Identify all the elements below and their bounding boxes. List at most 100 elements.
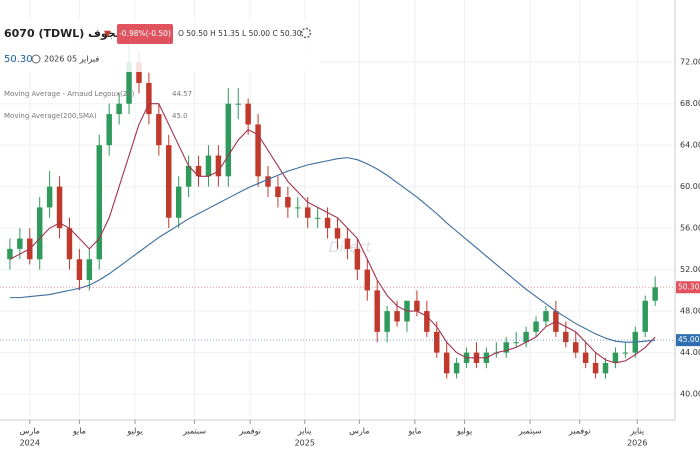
y-tick-label: 52.00: [680, 265, 700, 274]
settings-icon[interactable]: [300, 27, 312, 39]
x-tick-label: نوفمبر: [238, 427, 261, 436]
candle-body: [304, 207, 311, 218]
price-tag-label: 45.00: [678, 335, 700, 344]
symbol-title: 6070 (TDWL) الجوف: [4, 27, 124, 40]
candle-body: [245, 103, 251, 125]
year-label: 2026: [627, 439, 647, 448]
x-tick-label: يناير: [297, 427, 312, 436]
axes: 40.00 44.00 48.00 52.00 56.00 60.00 64.00 68.00…: [0, 58, 700, 448]
candle-body: [7, 248, 13, 260]
candle-body: [314, 217, 321, 219]
x-tick-label: مارس: [20, 427, 40, 436]
candle-body: [215, 155, 222, 177]
candle-body: [354, 248, 361, 270]
y-tick-label: 60.00: [680, 182, 700, 191]
y-tick-label: 64.00: [680, 141, 700, 150]
candle-body: [46, 186, 53, 208]
candle-body: [374, 290, 380, 332]
candle-body: [364, 269, 371, 291]
candle-body: [275, 186, 281, 198]
candle-body: [146, 82, 152, 115]
candle-body: [205, 155, 212, 177]
candle-body: [592, 362, 599, 374]
legend: Moving Average - Arnaud Legoux(21) 44.57 M…: [4, 90, 192, 120]
candle-body: [563, 331, 569, 343]
year-label: 2024: [20, 439, 40, 448]
candle-body: [434, 331, 440, 353]
candle-body: [344, 238, 351, 249]
candle-body: [195, 165, 202, 177]
y-tick-label: 44.00: [680, 348, 700, 357]
candle-body: [156, 114, 162, 146]
candle-body: [334, 228, 341, 239]
candle-body: [116, 103, 122, 115]
candle-body: [513, 342, 519, 344]
candle-body: [66, 228, 73, 260]
change: -0.98%(-0.50): [119, 29, 171, 38]
year-label: 2025: [295, 439, 315, 448]
candle-body: [175, 186, 182, 218]
candle-body: [582, 352, 589, 363]
candle-body: [622, 352, 629, 354]
y-tick-label: 68.00: [680, 99, 700, 108]
candle-body: [602, 362, 609, 374]
date: فبراير 05 2026: [44, 55, 99, 64]
candle-body: [76, 259, 83, 280]
candle-body: [295, 207, 301, 209]
candle-body: [612, 352, 619, 363]
y-tick-label: 72.00: [680, 58, 700, 67]
candle-body: [56, 186, 63, 229]
x-tick-label: سبتمبر: [518, 427, 542, 436]
plot: [7, 36, 658, 379]
candle-body: [285, 197, 291, 208]
y-tick-label: 40.00: [680, 390, 700, 399]
x-tick-label: يوليو: [456, 427, 472, 436]
moving-average-line: [9, 103, 656, 364]
x-tick-label: يوليو: [126, 427, 142, 436]
x-tick-label: مايو: [407, 427, 421, 436]
price-tag: [676, 281, 700, 294]
candle-body: [414, 300, 420, 312]
change-box: [117, 24, 173, 44]
candle-body: [185, 165, 192, 187]
candle-body: [136, 62, 142, 83]
candle-body: [384, 311, 390, 332]
candle-body: [96, 145, 102, 260]
price-tag: [676, 334, 700, 347]
candle-body: [642, 300, 648, 332]
candle-body: [573, 342, 579, 353]
x-tick-label: سبتمبر: [182, 427, 206, 436]
candle-body: [443, 352, 450, 374]
candle-body: [453, 362, 460, 374]
candle-body: [106, 114, 112, 146]
candle-body: [36, 207, 43, 260]
x-tick-label: مارس: [349, 427, 369, 436]
candle-body: [235, 103, 241, 105]
candle-body: [225, 103, 232, 177]
candle-body: [255, 124, 261, 177]
candle-body: [533, 321, 539, 332]
legend-value: 45.0: [172, 112, 188, 120]
down-arrow: ▼: [104, 30, 111, 40]
moving-average-line: [9, 157, 656, 343]
candle-body: [324, 217, 331, 229]
legend-entry: Moving Average(200,SMA): [4, 112, 97, 120]
candle-body: [424, 311, 430, 332]
candle-body: [543, 311, 549, 322]
candle-body: [166, 145, 172, 218]
price-tag-label: 50.30: [678, 282, 700, 291]
x-tick-label: يناير: [629, 427, 644, 436]
candle-body: [503, 342, 509, 353]
legend-value: 44.57: [172, 90, 192, 98]
candle-body: [265, 176, 271, 187]
candle-body: [86, 259, 93, 280]
ohlc: O 50.50 H 51.35 L 50.00 C 50.30: [178, 29, 302, 38]
x-tick-label: نوفمبر: [568, 427, 591, 436]
watermark: Direct: [329, 240, 372, 256]
candle-body: [394, 311, 400, 322]
price: 50.30: [4, 54, 33, 65]
y-tick-label: 48.00: [680, 307, 700, 316]
clock-icon: [31, 54, 41, 64]
